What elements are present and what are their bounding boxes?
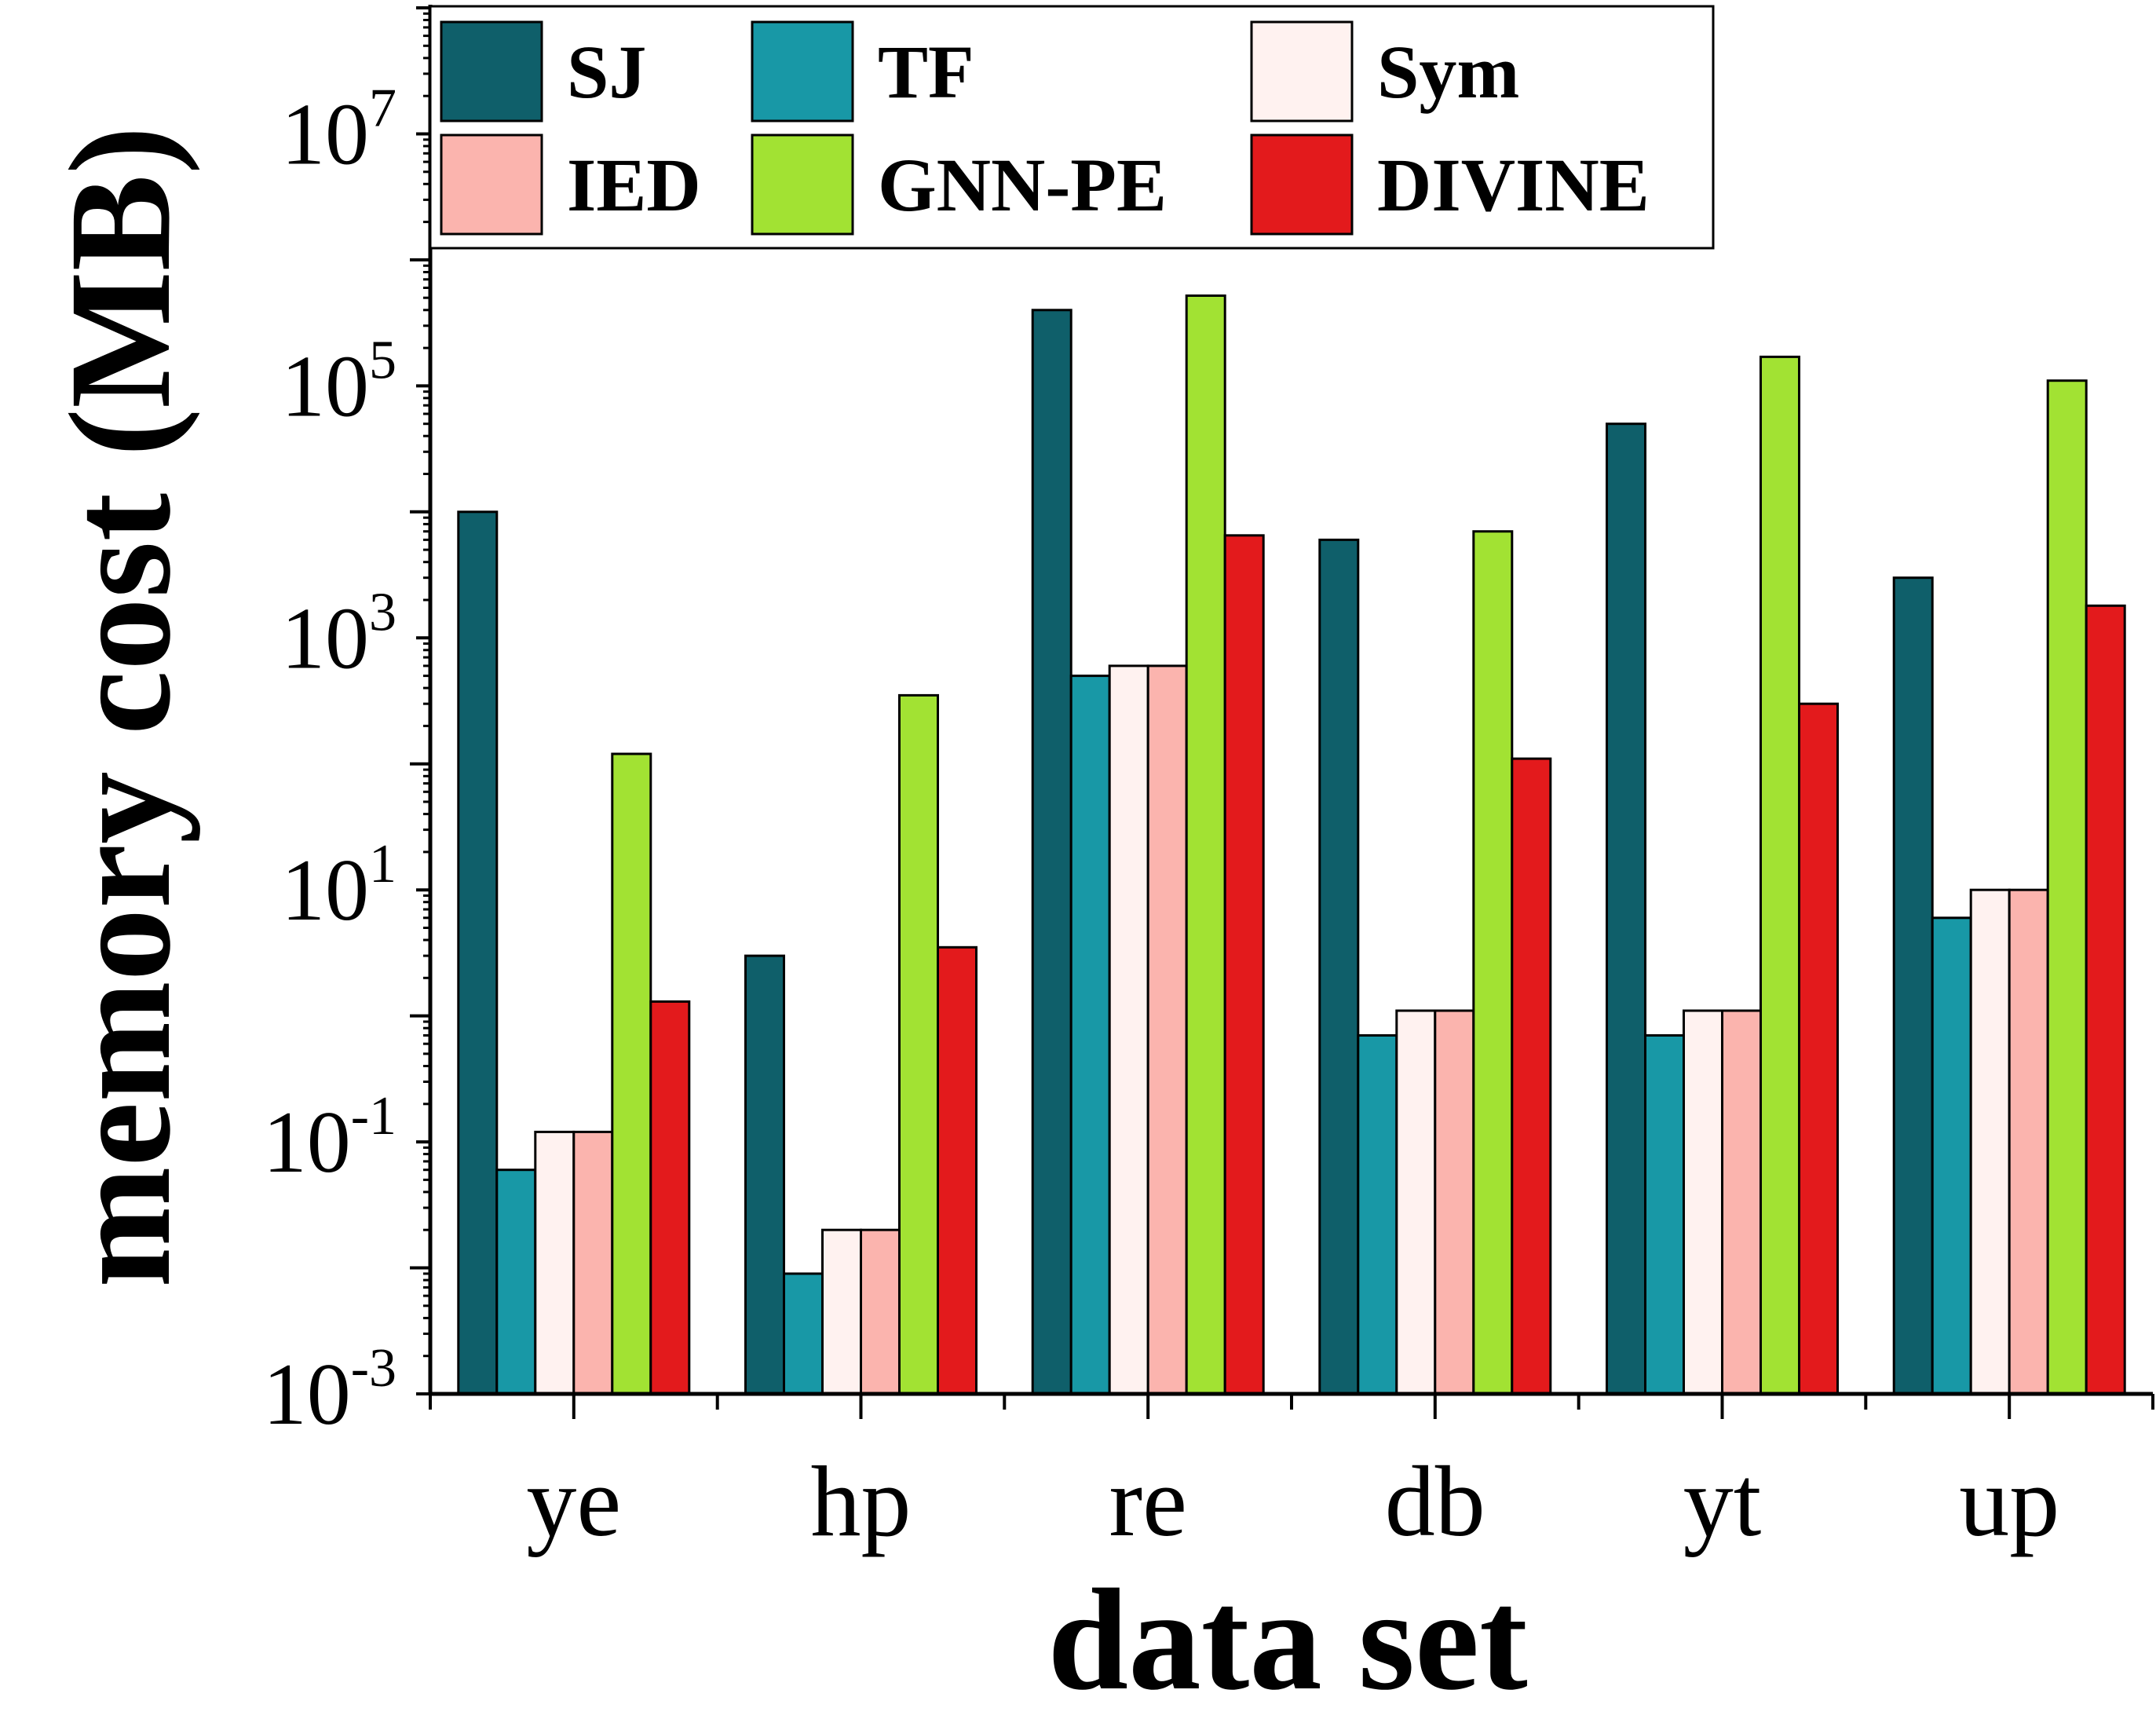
bar-sym-yt — [1683, 1009, 1723, 1395]
bar-tf-yt — [1644, 1034, 1685, 1395]
x-tick-label-yt: yt — [1683, 1446, 1762, 1557]
legend-swatch-sj — [440, 20, 543, 123]
bar-sym-re — [1108, 664, 1149, 1395]
bar-sym-ye — [534, 1130, 576, 1395]
y-axis-title: memory cost (MB) — [40, 126, 201, 1287]
bar-sj-re — [1031, 309, 1073, 1395]
legend: SJ TF Sym IED GNN-PE DIVINE — [429, 5, 1715, 250]
bar-tf-ye — [495, 1169, 537, 1395]
bar-sj-up — [1892, 576, 1934, 1395]
y-tick-label: 101 — [281, 834, 396, 939]
legend-swatch-ied — [440, 133, 543, 236]
y-tick-label: 10-1 — [263, 1086, 396, 1191]
legend-swatch-tf — [751, 20, 854, 123]
bars-layer — [457, 294, 2126, 1395]
bar-ied-up — [2008, 888, 2049, 1395]
bar-sj-yt — [1606, 422, 1646, 1395]
bar-divine-yt — [1798, 702, 1839, 1395]
bar-divine-hp — [937, 945, 978, 1395]
bar-sym-hp — [821, 1228, 862, 1395]
bar-gnn-pe-up — [2046, 379, 2088, 1395]
legend-label-sj: SJ — [567, 30, 646, 114]
bar-gnn-pe-ye — [611, 752, 652, 1395]
bar-ied-yt — [1721, 1009, 1762, 1395]
bar-gnn-pe-yt — [1760, 355, 1800, 1395]
y-tick-label: 107 — [281, 79, 396, 184]
legend-label-divine: DIVINE — [1377, 143, 1650, 227]
bar-sj-db — [1318, 538, 1360, 1395]
bar-ied-hp — [860, 1228, 901, 1395]
x-axis-title: data set — [1047, 1560, 1527, 1719]
bar-gnn-pe-db — [1472, 530, 1514, 1395]
bar-divine-ye — [649, 1000, 691, 1395]
legend-label-sym: Sym — [1377, 30, 1519, 114]
x-tick-label-up: up — [1959, 1446, 2059, 1557]
legend-label-tf: TF — [878, 30, 974, 114]
bar-sj-ye — [457, 510, 499, 1395]
y-tick-label: 103 — [281, 582, 396, 687]
bar-divine-re — [1223, 534, 1265, 1395]
y-tick-label: 10-3 — [263, 1338, 396, 1443]
bar-gnn-pe-hp — [898, 693, 939, 1395]
bar-divine-up — [2085, 604, 2126, 1395]
legend-box — [429, 5, 1715, 250]
bar-sym-up — [1969, 888, 2011, 1395]
bar-divine-db — [1511, 757, 1552, 1395]
y-tick-label: 105 — [281, 330, 396, 435]
bar-ied-re — [1146, 664, 1188, 1395]
legend-label-ied: IED — [567, 143, 701, 227]
legend-swatch-gnn-pe — [751, 133, 854, 236]
ticks-layer: 10-3 10-1 101 103 105 107 ye hp re db yt up — [263, 6, 2154, 1557]
x-tick-label-hp: hp — [811, 1446, 912, 1557]
bar-tf-re — [1069, 675, 1111, 1395]
bar-sym-db — [1395, 1009, 1437, 1395]
legend-label-gnn-pe: GNN-PE — [878, 143, 1167, 227]
x-tick-label-ye: ye — [526, 1446, 621, 1557]
bar-sj-hp — [744, 954, 785, 1395]
legend-swatch-divine — [1250, 133, 1354, 236]
bar-tf-up — [1931, 916, 1972, 1395]
bar-tf-db — [1357, 1034, 1398, 1395]
bar-tf-hp — [783, 1272, 824, 1395]
bar-ied-ye — [572, 1130, 614, 1395]
legend-swatch-sym — [1250, 20, 1354, 123]
bar-ied-db — [1434, 1009, 1475, 1395]
bar-gnn-pe-re — [1185, 294, 1226, 1395]
x-tick-label-re: re — [1109, 1446, 1186, 1557]
x-tick-label-db: db — [1385, 1446, 1485, 1557]
